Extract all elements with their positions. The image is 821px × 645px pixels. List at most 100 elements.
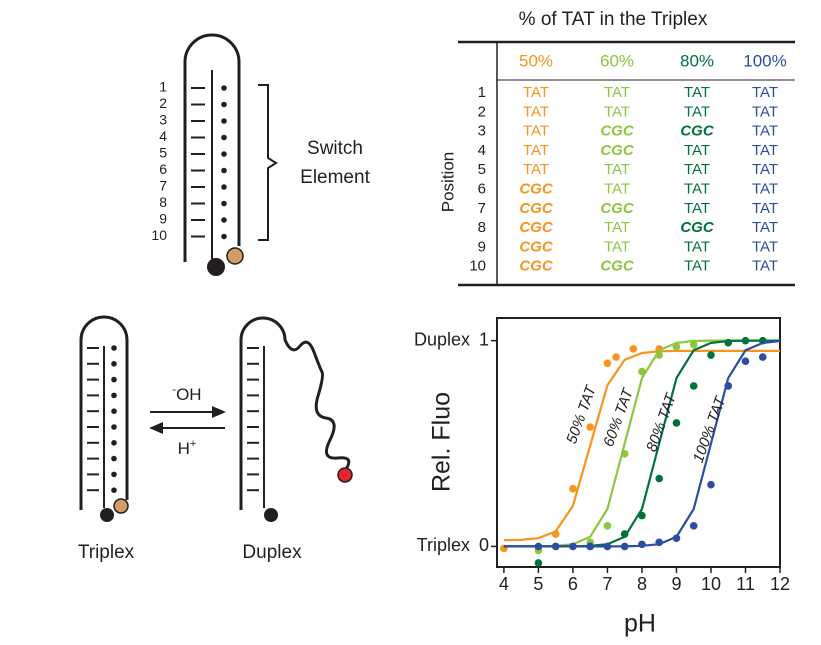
table-cell: TAT <box>752 161 778 178</box>
reagent: H <box>178 439 190 458</box>
table-cell: TAT <box>604 180 630 197</box>
table-cell: TAT <box>752 219 778 236</box>
x-tick-label: 4 <box>499 574 509 594</box>
data-point <box>741 336 750 345</box>
table-cell: TAT <box>752 200 778 217</box>
table-cell: TAT <box>684 161 710 178</box>
arrowhead <box>212 406 226 418</box>
table-cell: TAT <box>752 103 778 120</box>
column-header: 100% <box>743 51 786 70</box>
position-number: 10 <box>151 227 167 243</box>
table-cell: CGC <box>519 258 554 275</box>
table-cell: TAT <box>752 238 778 255</box>
data-point <box>707 351 715 359</box>
row-position: 3 <box>478 123 486 140</box>
data-point <box>586 423 594 431</box>
data-point <box>655 474 664 483</box>
hoogsteen-dot <box>221 167 227 174</box>
hoogsteen-dot <box>221 184 227 190</box>
table-cell: CGC <box>600 200 635 217</box>
data-point <box>569 542 577 551</box>
state-label: Duplex <box>242 542 302 563</box>
reverse-label: H+ <box>178 438 197 459</box>
row-header: Position <box>438 152 457 212</box>
table-cell: TAT <box>752 258 778 275</box>
table-cell: TAT <box>523 84 549 101</box>
y-tick-label: 0 <box>479 535 489 555</box>
superscript: - <box>172 384 176 396</box>
hoogsteen-dot <box>111 361 117 367</box>
position-number: 3 <box>159 112 167 128</box>
table-cell: TAT <box>523 142 549 159</box>
table-cell: TAT <box>604 161 630 178</box>
table-cell: TAT <box>752 123 778 140</box>
table-cell: TAT <box>684 200 710 217</box>
data-point <box>629 345 638 353</box>
fit-curve <box>503 349 780 542</box>
position-number: 2 <box>159 95 167 111</box>
hairpin-loop <box>183 33 241 262</box>
data-point <box>551 542 560 551</box>
series-label: 50% TAT <box>563 382 600 446</box>
row-position: 4 <box>478 142 486 159</box>
x-tick-label: 11 <box>736 574 755 594</box>
table-cell: CGC <box>600 123 635 140</box>
x-tick-label: 7 <box>602 574 612 594</box>
column-header: 60% <box>600 51 634 70</box>
data-point <box>569 485 577 493</box>
table-cell: CGC <box>600 258 635 275</box>
quencher <box>100 508 114 522</box>
data-point <box>534 542 543 551</box>
position-number: 9 <box>159 211 167 227</box>
quencher <box>207 258 225 276</box>
table-cell: TAT <box>684 180 710 197</box>
data-point <box>655 351 664 359</box>
table-cell: TAT <box>604 84 630 101</box>
data-point <box>672 534 681 542</box>
table-cell: CGC <box>519 238 554 255</box>
quencher <box>264 508 278 522</box>
fluorophore <box>337 467 353 483</box>
data-point <box>741 357 750 366</box>
data-point <box>638 511 646 520</box>
data-point <box>672 419 681 427</box>
hoogsteen-dot <box>111 345 117 351</box>
data-point <box>672 343 681 351</box>
table-cell: TAT <box>604 219 630 236</box>
switch-label: Element <box>300 167 370 188</box>
column-header: 80% <box>680 51 714 70</box>
row-position: 8 <box>478 219 486 236</box>
row-position: 6 <box>478 180 486 197</box>
hoogsteen-dot <box>111 440 117 446</box>
table-cell: TAT <box>523 103 549 120</box>
hoogsteen-dot <box>111 376 117 383</box>
position-number: 6 <box>159 161 167 177</box>
table-cell: CGC <box>519 180 554 197</box>
data-point <box>724 338 733 347</box>
x-tick-label: 6 <box>568 574 578 594</box>
hoogsteen-dot <box>111 487 117 494</box>
hoogsteen-dot <box>111 408 117 415</box>
data-point <box>586 542 594 551</box>
hoogsteen-dot <box>111 424 117 430</box>
table-cell: TAT <box>752 84 778 101</box>
x-tick-label: 8 <box>637 574 647 594</box>
hoogsteen-dot <box>221 134 227 141</box>
table-cell: TAT <box>523 123 549 140</box>
x-tick-label: 9 <box>671 574 681 594</box>
data-point <box>620 542 629 551</box>
hoogsteen-dot <box>221 233 227 240</box>
data-point <box>655 345 664 353</box>
table-cell: CGC <box>680 219 715 236</box>
row-position: 7 <box>478 200 486 217</box>
data-point <box>603 522 612 530</box>
data-point <box>534 559 543 567</box>
hoogsteen-dot <box>111 455 117 462</box>
position-number: 5 <box>159 145 167 161</box>
table-cell: CGC <box>519 200 554 217</box>
data-point <box>724 382 733 390</box>
y-axis-label: Rel. Fluo <box>428 392 456 492</box>
row-position: 10 <box>469 258 486 275</box>
position-number: 4 <box>159 128 167 144</box>
table-cell: TAT <box>752 142 778 159</box>
